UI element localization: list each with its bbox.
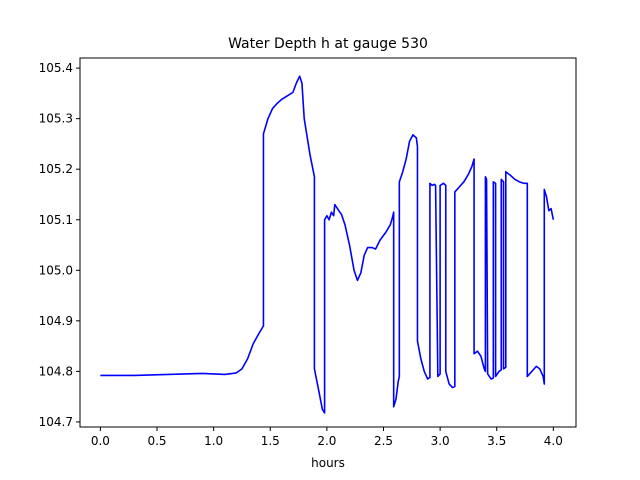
y-tick-label: 105.2 — [39, 162, 73, 176]
x-tick-label: 4.0 — [544, 434, 563, 448]
y-tick-label: 104.7 — [39, 415, 73, 429]
y-tick-label: 105.3 — [39, 112, 73, 126]
x-tick-label: 0.5 — [147, 434, 166, 448]
y-tick-label: 104.8 — [39, 364, 73, 378]
y-tick-label: 105.4 — [39, 61, 73, 75]
x-tick-label: 1.5 — [261, 434, 280, 448]
x-tick-label: 3.0 — [431, 434, 450, 448]
x-axis-label: hours — [311, 456, 345, 470]
plot-area — [100, 75, 555, 414]
y-tick-label: 104.9 — [39, 314, 73, 328]
x-tick-label: 2.0 — [317, 434, 336, 448]
y-axis: 104.7 104.8 104.9 105.0 105.1 105.2 105.3 105.4 — [39, 61, 80, 429]
series-line-0 — [100, 75, 555, 414]
y-tick-label: 105.1 — [39, 213, 73, 227]
x-tick-label: 0.0 — [91, 434, 110, 448]
x-axis: 0.0 0.5 1.0 1.5 2.0 2.5 3.0 3.5 4.0 — [91, 427, 563, 448]
axes-frame — [79, 57, 577, 428]
chart-title: Water Depth h at gauge 530 — [228, 36, 428, 52]
x-tick-label: 2.5 — [374, 434, 393, 448]
x-tick-label: 1.0 — [204, 434, 223, 448]
y-tick-label: 105.0 — [39, 263, 73, 277]
x-tick-label: 3.5 — [487, 434, 506, 448]
